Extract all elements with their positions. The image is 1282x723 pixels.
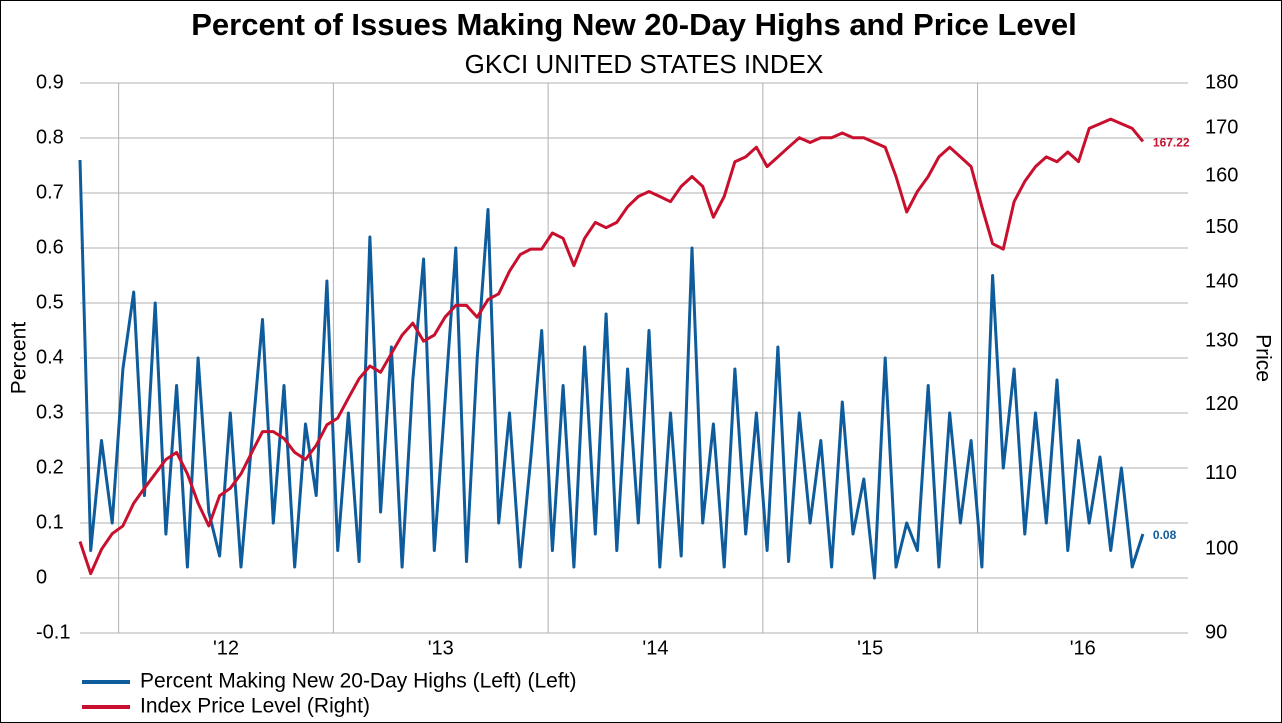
- y-tick-label: 0.5: [36, 291, 64, 313]
- x-tick-label: '15: [857, 637, 883, 659]
- y-tick-label: 0.8: [36, 126, 64, 148]
- x-tick-label: '12: [213, 637, 239, 659]
- chart-subtitle: GKCI UNITED STATES INDEX: [465, 49, 824, 79]
- y2-tick-label: 170: [1205, 117, 1238, 139]
- y2-tick-label: 120: [1205, 393, 1238, 415]
- y2-axis-label: Price: [1251, 334, 1274, 382]
- x-tick-label: '13: [428, 637, 454, 659]
- y-tick-label: 0.9: [36, 71, 64, 93]
- y2-tick-label: 180: [1205, 71, 1238, 93]
- y-tick-label: 0.2: [36, 456, 64, 478]
- y2-tick-label: 130: [1205, 329, 1238, 351]
- y2-tick-label: 140: [1205, 271, 1238, 293]
- y2-tick-label: 110: [1205, 462, 1237, 484]
- y-tick-label: 0.3: [36, 401, 64, 423]
- y-axis-label: Percent: [8, 322, 31, 395]
- end-label: 167.22: [1153, 136, 1190, 150]
- y-tick-label: 0.7: [36, 181, 64, 203]
- data-line: [78, 117, 1145, 576]
- chart-title: Percent of Issues Making New 20-Day High…: [191, 7, 1077, 42]
- y-tick-label: 0.6: [36, 236, 64, 258]
- data-line: [78, 159, 1145, 580]
- end-label: 0.08: [1153, 528, 1177, 542]
- x-tick-label: '14: [642, 637, 668, 659]
- legend-label: Percent Making New 20-Day Highs (Left) (…: [140, 670, 577, 693]
- y-tick-label: 0.4: [36, 346, 64, 368]
- y-tick-label: 0: [36, 566, 47, 588]
- x-tick-label: '16: [1070, 637, 1096, 659]
- y-tick-label: -0.1: [36, 621, 70, 643]
- y-tick-label: 0.1: [36, 511, 64, 533]
- legend-label: Index Price Level (Right): [140, 695, 370, 718]
- y2-tick-label: 90: [1205, 621, 1227, 643]
- y2-tick-label: 100: [1205, 538, 1238, 560]
- y2-tick-label: 160: [1205, 165, 1238, 187]
- y2-tick-label: 150: [1205, 216, 1238, 238]
